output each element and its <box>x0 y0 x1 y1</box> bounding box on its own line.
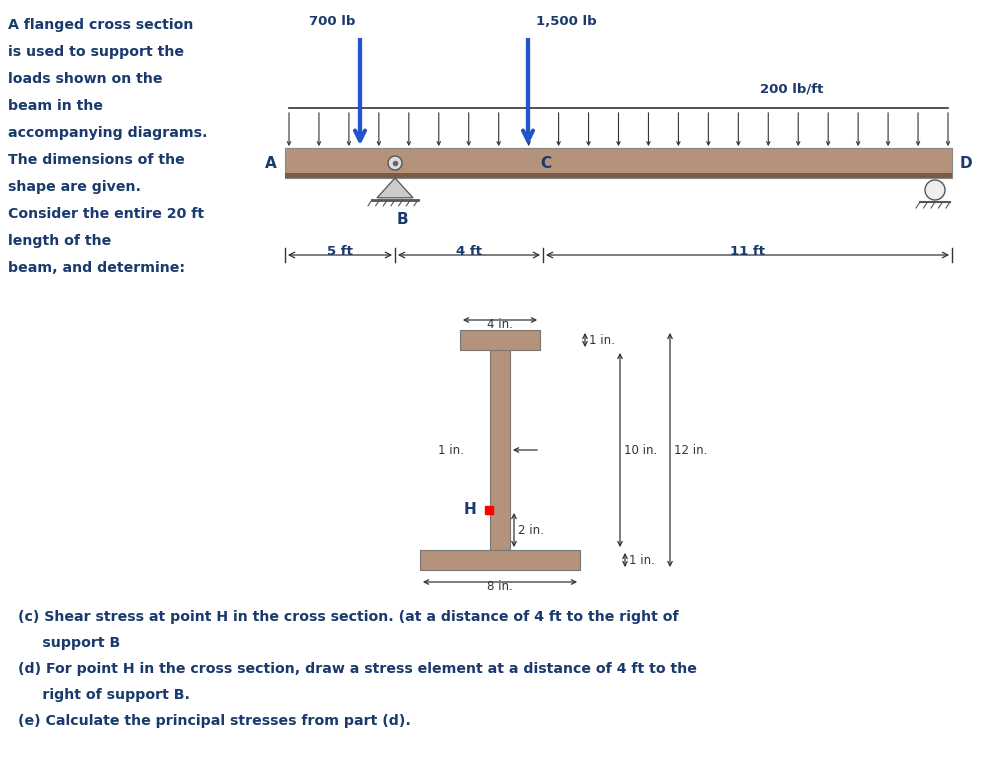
Text: accompanying diagrams.: accompanying diagrams. <box>8 126 208 140</box>
Text: B: B <box>397 212 408 227</box>
Text: 8 in.: 8 in. <box>487 580 513 593</box>
Polygon shape <box>377 178 413 198</box>
Text: 200 lb/ft: 200 lb/ft <box>760 82 823 95</box>
Text: 11 ft: 11 ft <box>730 245 765 258</box>
Text: support B: support B <box>18 636 120 650</box>
Text: D: D <box>960 155 973 170</box>
Text: 4 in.: 4 in. <box>487 318 513 331</box>
Text: 1 in.: 1 in. <box>589 333 615 346</box>
Text: 1 in.: 1 in. <box>438 443 464 456</box>
Text: The dimensions of the: The dimensions of the <box>8 153 185 167</box>
Text: right of support B.: right of support B. <box>18 688 190 702</box>
Text: shape are given.: shape are given. <box>8 180 141 194</box>
Text: 1,500 lb: 1,500 lb <box>536 15 597 28</box>
Text: 4 ft: 4 ft <box>456 245 482 258</box>
Bar <box>490 350 510 550</box>
Circle shape <box>388 156 402 170</box>
Text: is used to support the: is used to support the <box>8 45 184 59</box>
Text: 12 in.: 12 in. <box>674 443 708 456</box>
Text: H: H <box>463 502 476 518</box>
Text: A: A <box>265 155 277 170</box>
Text: length of the: length of the <box>8 234 111 248</box>
Text: beam in the: beam in the <box>8 99 103 113</box>
Circle shape <box>925 180 945 200</box>
Text: (c) Shear stress at point H in the cross section. (at a distance of 4 ft to the : (c) Shear stress at point H in the cross… <box>18 610 679 624</box>
Text: 10 in.: 10 in. <box>624 443 658 456</box>
Bar <box>285 173 952 178</box>
Bar <box>285 148 952 178</box>
Bar <box>420 550 580 570</box>
Text: 2 in.: 2 in. <box>518 524 544 537</box>
Text: 5 ft: 5 ft <box>327 245 353 258</box>
Text: C: C <box>540 155 551 170</box>
Text: loads shown on the: loads shown on the <box>8 72 163 86</box>
Text: (d) For point H in the cross section, draw a stress element at a distance of 4 f: (d) For point H in the cross section, dr… <box>18 662 697 676</box>
Bar <box>460 330 540 350</box>
Text: 700 lb: 700 lb <box>308 15 355 28</box>
Text: Consider the entire 20 ft: Consider the entire 20 ft <box>8 207 205 221</box>
Text: A flanged cross section: A flanged cross section <box>8 18 194 32</box>
Text: beam, and determine:: beam, and determine: <box>8 261 185 275</box>
Text: 1 in.: 1 in. <box>629 554 655 567</box>
Text: (e) Calculate the principal stresses from part (d).: (e) Calculate the principal stresses fro… <box>18 714 411 728</box>
